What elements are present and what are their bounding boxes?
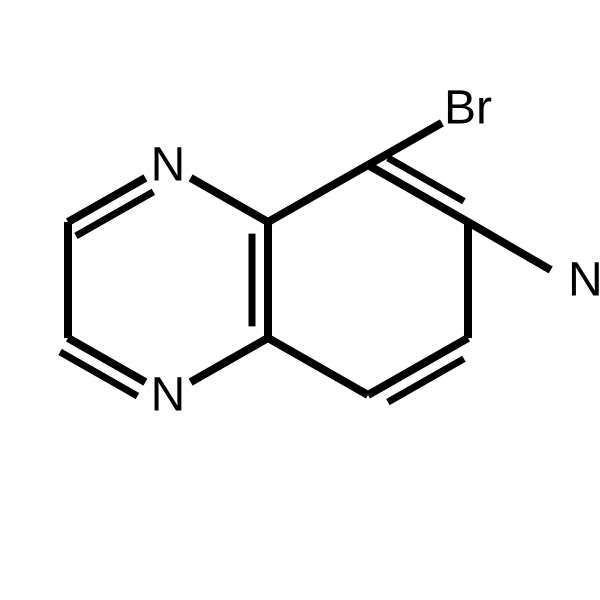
atom-label-n4: N: [151, 369, 186, 422]
bond: [468, 222, 551, 270]
bond: [268, 338, 368, 395]
bonds-layer: [60, 123, 551, 402]
bond: [268, 165, 368, 222]
bond: [368, 123, 442, 165]
atom-label-br: Br: [444, 82, 492, 135]
bond: [191, 338, 268, 382]
atom-label-nh2: NH2: [568, 254, 600, 311]
bond: [191, 178, 268, 222]
atom-label-n1: N: [151, 139, 186, 192]
molecule-diagram: N N Br NH2: [0, 0, 600, 600]
